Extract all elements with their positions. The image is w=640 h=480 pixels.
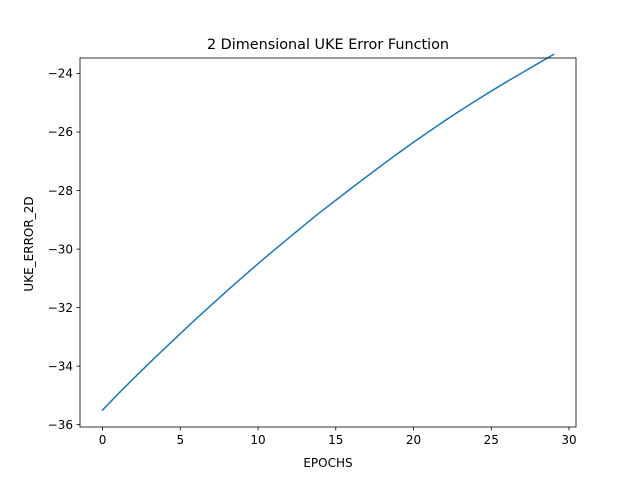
x-tick-label: 20 — [406, 433, 421, 447]
plot-area: 0 5 10 15 20 25 30 −36 −34 −32 −30 −28 −26 −24 — [48, 53, 577, 447]
chart-title: 2 Dimensional UKE Error Function — [207, 37, 449, 53]
series-line-0 — [101, 53, 555, 412]
x-tick-label: 10 — [250, 433, 265, 447]
axes-frame — [79, 57, 577, 428]
y-tick-label: −28 — [48, 184, 73, 198]
y-tick-label: −26 — [48, 125, 73, 139]
y-tick-label: −36 — [48, 418, 73, 432]
x-tick-label: 15 — [328, 433, 343, 447]
y-tick-label: −24 — [48, 67, 73, 81]
x-tick-label: 5 — [176, 433, 184, 447]
x-tick-label: 25 — [484, 433, 499, 447]
x-tick-label: 0 — [99, 433, 107, 447]
x-axis-label: EPOCHS — [303, 456, 352, 470]
x-tick-label: 30 — [561, 433, 576, 447]
y-tick-label: −30 — [48, 242, 73, 256]
y-tick-label: −34 — [48, 359, 73, 373]
y-tick-label: −32 — [48, 301, 73, 315]
y-axis-label: UKE_ERROR_2D — [22, 196, 36, 291]
